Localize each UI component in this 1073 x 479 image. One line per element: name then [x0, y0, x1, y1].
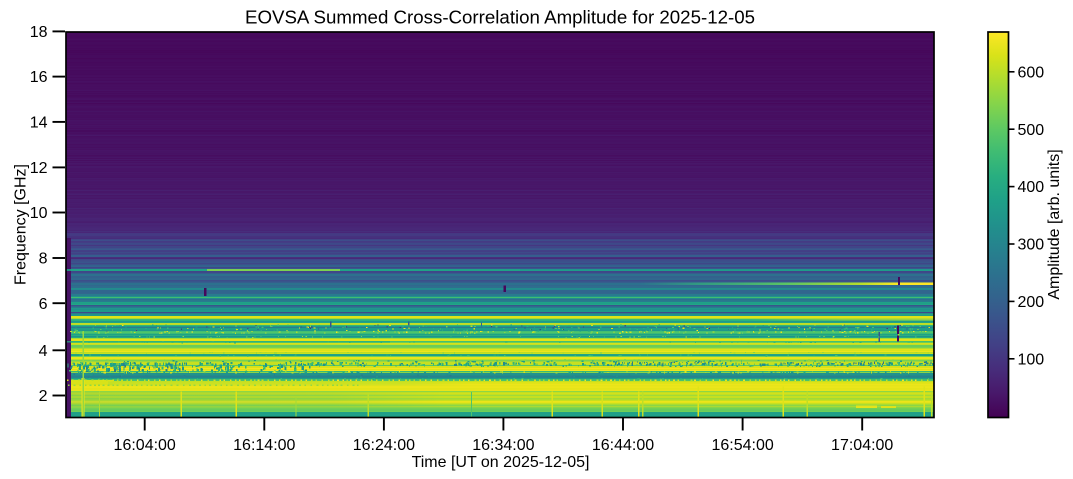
svg-text:Frequency [GHz]: Frequency [GHz]: [13, 164, 30, 285]
svg-text:8: 8: [39, 251, 48, 268]
svg-text:10: 10: [30, 205, 48, 222]
svg-text:300: 300: [1018, 237, 1045, 254]
svg-text:16:04:00: 16:04:00: [114, 437, 176, 454]
svg-text:18: 18: [30, 24, 48, 41]
svg-text:200: 200: [1018, 294, 1045, 311]
svg-text:16:44:00: 16:44:00: [592, 437, 654, 454]
svg-text:4: 4: [39, 343, 48, 360]
svg-text:16: 16: [30, 69, 48, 86]
svg-text:500: 500: [1018, 122, 1045, 139]
svg-text:16:34:00: 16:34:00: [472, 437, 534, 454]
svg-text:400: 400: [1018, 179, 1045, 196]
svg-text:16:54:00: 16:54:00: [711, 437, 773, 454]
svg-text:6: 6: [39, 296, 48, 313]
svg-text:EOVSA Summed Cross-Correlation: EOVSA Summed Cross-Correlation Amplitude…: [245, 6, 755, 27]
svg-text:12: 12: [30, 160, 48, 177]
svg-text:2: 2: [39, 388, 48, 405]
svg-text:Amplitude [arb. units]: Amplitude [arb. units]: [1046, 149, 1063, 299]
svg-text:17:04:00: 17:04:00: [831, 437, 893, 454]
svg-text:16:14:00: 16:14:00: [233, 437, 295, 454]
svg-text:600: 600: [1018, 64, 1045, 81]
svg-text:16:24:00: 16:24:00: [353, 437, 415, 454]
svg-text:100: 100: [1018, 351, 1045, 368]
svg-text:Time [UT on 2025-12-05]: Time [UT on 2025-12-05]: [412, 454, 590, 471]
svg-text:14: 14: [30, 115, 48, 132]
